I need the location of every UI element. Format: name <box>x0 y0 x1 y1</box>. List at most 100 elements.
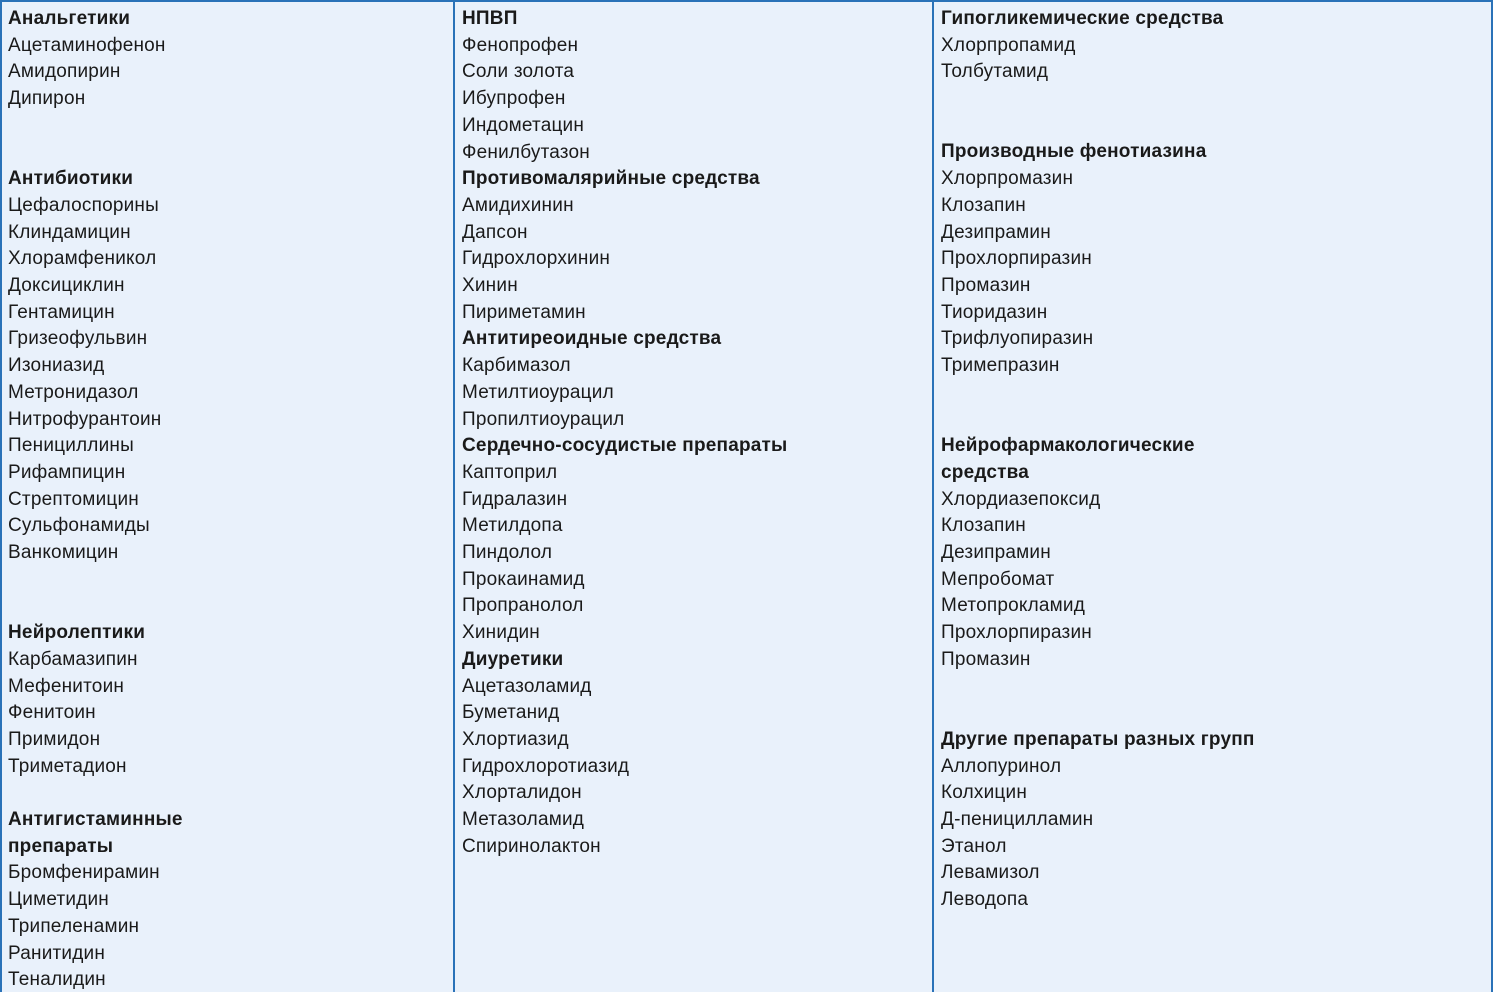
drug-item: Пропранолол <box>462 595 584 617</box>
drug-group: НПВП Фенопрофен Соли золота Ибупрофен Индоме… <box>462 6 932 166</box>
drug-item: Прокаинамид <box>462 568 585 590</box>
drug-item: Толбутамид <box>941 61 1049 83</box>
spacer <box>941 380 1491 407</box>
drug-item: Тиоридазин <box>941 301 1048 323</box>
drug-item: Амидихинин <box>462 194 574 216</box>
drug-item: Цефалоспорины <box>8 194 159 216</box>
drug-item: Колхицин <box>941 782 1028 804</box>
drug-item: Стрептомицин <box>8 488 139 510</box>
drug-item: Пиндолол <box>462 542 553 564</box>
drug-group: Сердечно-сосудистые препараты Каптоприл Ги… <box>462 433 932 647</box>
drug-item: Хинидин <box>462 622 540 644</box>
drug-item: Фенопрофен <box>462 34 579 56</box>
drug-group: Нейрофармакологические средства Хлордиазе… <box>941 433 1491 727</box>
drug-item: Фенилбутазон <box>462 141 590 163</box>
drug-item: Мефенитоин <box>8 675 125 697</box>
group-heading: Сердечно-сосудистые препараты <box>462 435 788 457</box>
drug-item: Метазоламид <box>462 809 585 831</box>
drug-item: Буметанид <box>462 702 560 724</box>
drug-item: Промазин <box>941 275 1031 296</box>
spacer <box>8 780 453 807</box>
group-heading: Антитиреоидные средства <box>462 328 722 350</box>
drug-item: Клиндамицин <box>8 221 131 243</box>
drug-item: Рифампицин <box>8 461 126 483</box>
spacer <box>8 113 453 140</box>
drug-item: Тримепразин <box>941 355 1060 377</box>
group-heading: Диуретики <box>462 648 564 670</box>
group-heading: Нейролептики <box>8 622 146 644</box>
drug-item: Хлорамфеникол <box>8 248 157 270</box>
drug-item: Прохлорпиразин <box>941 622 1092 644</box>
drug-item: Трифлуопиразин <box>941 328 1094 350</box>
drug-item: Ранитидин <box>8 942 106 964</box>
drug-item: Трипеленамин <box>8 915 140 937</box>
drug-item: Д-пеницилламин <box>941 809 1094 830</box>
drug-item: Дапсон <box>462 221 528 243</box>
drug-item: Промазин <box>941 648 1031 670</box>
drug-item: Нитрофурантоин <box>8 408 162 430</box>
drug-item: Клозапин <box>941 515 1026 537</box>
group-heading: Анальгетики <box>8 8 131 29</box>
group-heading: Антибиотики <box>8 168 134 190</box>
drug-item: Хлорпропамид <box>941 34 1076 56</box>
drug-item: Прохлорпиразин <box>941 248 1092 270</box>
drug-item: Бромфенирамин <box>8 862 160 884</box>
drug-item: Ацетазоламид <box>462 675 592 697</box>
drug-item: Каптоприл <box>462 461 558 483</box>
drug-item: Доксициклин <box>8 275 125 296</box>
group-heading: Производные фенотиазина <box>941 141 1207 163</box>
drug-group: Анальгетики Ацетаминофенон Амидопирин Дипир… <box>8 6 453 166</box>
column-3: Гипогликемические средства Хлорпропамид То… <box>934 2 1491 992</box>
group-heading: Нейрофармакологические средства <box>941 435 1195 483</box>
column-2: НПВП Фенопрофен Соли золота Ибупрофен Индоме… <box>455 2 934 992</box>
drug-item: Карбамазипин <box>8 648 138 670</box>
group-heading: НПВП <box>462 8 518 29</box>
drug-item: Хлорпромазин <box>941 168 1074 190</box>
drug-group: Гипогликемические средства Хлорпропамид То… <box>941 6 1491 139</box>
drug-item: Дипирон <box>8 88 86 110</box>
drug-item: Циметидин <box>8 889 109 911</box>
drug-item: Мепробомат <box>941 568 1055 590</box>
spacer <box>941 113 1491 140</box>
drug-item: Метилдопа <box>462 515 563 537</box>
drug-group: Антибиотики Цефалоспорины Клиндамицин Хлора… <box>8 166 453 620</box>
drug-item: Левамизол <box>941 862 1040 884</box>
drug-group: Диуретики Ацетазоламид Буметанид Хлортиазид… <box>462 647 932 861</box>
drug-group: Другие препараты разных групп Аллопуринол… <box>941 727 1491 914</box>
drug-item: Спиринолактон <box>462 835 601 857</box>
drug-group: Антигистаминные препараты Бромфенирамин Ци… <box>8 807 453 994</box>
drug-item: Ванкомицин <box>8 542 119 564</box>
drug-item: Дезипрамин <box>941 542 1051 563</box>
drug-item: Дезипрамин <box>941 221 1051 243</box>
drug-item: Сульфонамиды <box>8 515 150 537</box>
group-heading: Противомалярийные средства <box>462 168 760 190</box>
drug-item: Хлорталидон <box>462 782 582 804</box>
drug-item: Фенитоин <box>8 702 96 724</box>
drug-item: Этанол <box>941 835 1007 857</box>
drug-item: Хлортиазид <box>462 728 569 750</box>
drug-item: Метопрокламид <box>941 595 1085 617</box>
column-1: Анальгетики Ацетаминофенон Амидопирин Дипир… <box>2 2 455 992</box>
spacer <box>941 700 1491 727</box>
drug-item: Ацетаминофенон <box>8 34 166 56</box>
drug-group: Антитиреоидные средства Карбимазол Метилти… <box>462 326 932 433</box>
group-heading: Гипогликемические средства <box>941 8 1224 29</box>
drug-item: Гризеофульвин <box>8 328 148 350</box>
spacer <box>941 407 1491 434</box>
drug-item: Хинин <box>462 275 518 297</box>
drug-item: Пенициллины <box>8 435 134 457</box>
drug-item: Хлордиазепоксид <box>941 488 1101 510</box>
drug-item: Примидон <box>8 728 101 750</box>
drug-item: Карбимазол <box>462 355 571 377</box>
drug-item: Гидрохлорхинин <box>462 248 611 270</box>
drug-item: Пропилтиоурацил <box>462 408 625 430</box>
drug-item: Соли золота <box>462 61 575 83</box>
group-heading: Антигистаминные препараты <box>8 809 183 857</box>
drug-item: Триметадион <box>8 755 127 777</box>
group-heading: Другие препараты разных групп <box>941 728 1255 750</box>
drug-item: Гидралазин <box>462 488 568 510</box>
spacer <box>941 674 1491 701</box>
drug-item: Клозапин <box>941 194 1026 216</box>
spacer <box>8 140 453 167</box>
